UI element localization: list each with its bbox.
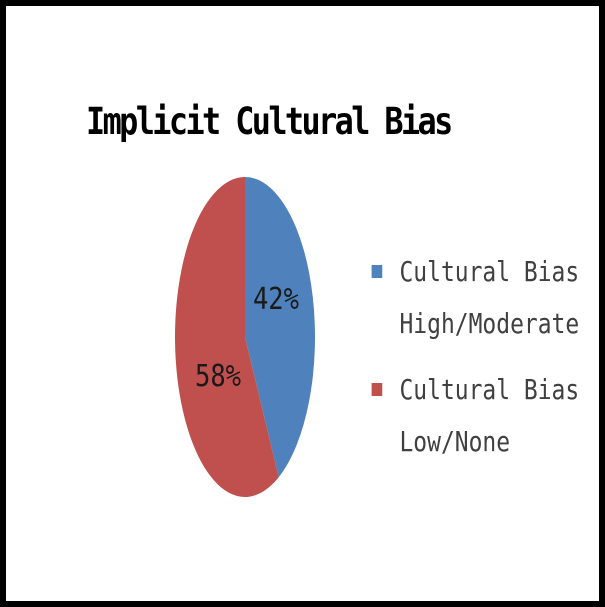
legend-item-high-moderate: Cultural Bias High/Moderate — [371, 246, 580, 350]
pie-slice — [245, 177, 315, 478]
pie-slice — [174, 177, 279, 497]
legend-swatch-low-none — [371, 383, 383, 396]
legend-label-line-2: High/Moderate — [399, 307, 580, 340]
pie-data-label: 42% — [253, 281, 299, 317]
pie-chart: 42% 58% — [174, 177, 315, 497]
legend-label-line-1: Cultural Bias — [399, 373, 580, 406]
legend-item-low-none: Cultural Bias Low/None — [371, 364, 580, 468]
legend-label-line-1: Cultural Bias — [399, 255, 580, 288]
legend-swatch-high-moderate — [371, 265, 383, 278]
legend-label-line-2: Low/None — [399, 425, 511, 458]
chart-title: Implicit Cultural Bias — [86, 100, 453, 143]
pie-data-label: 58% — [195, 358, 241, 394]
